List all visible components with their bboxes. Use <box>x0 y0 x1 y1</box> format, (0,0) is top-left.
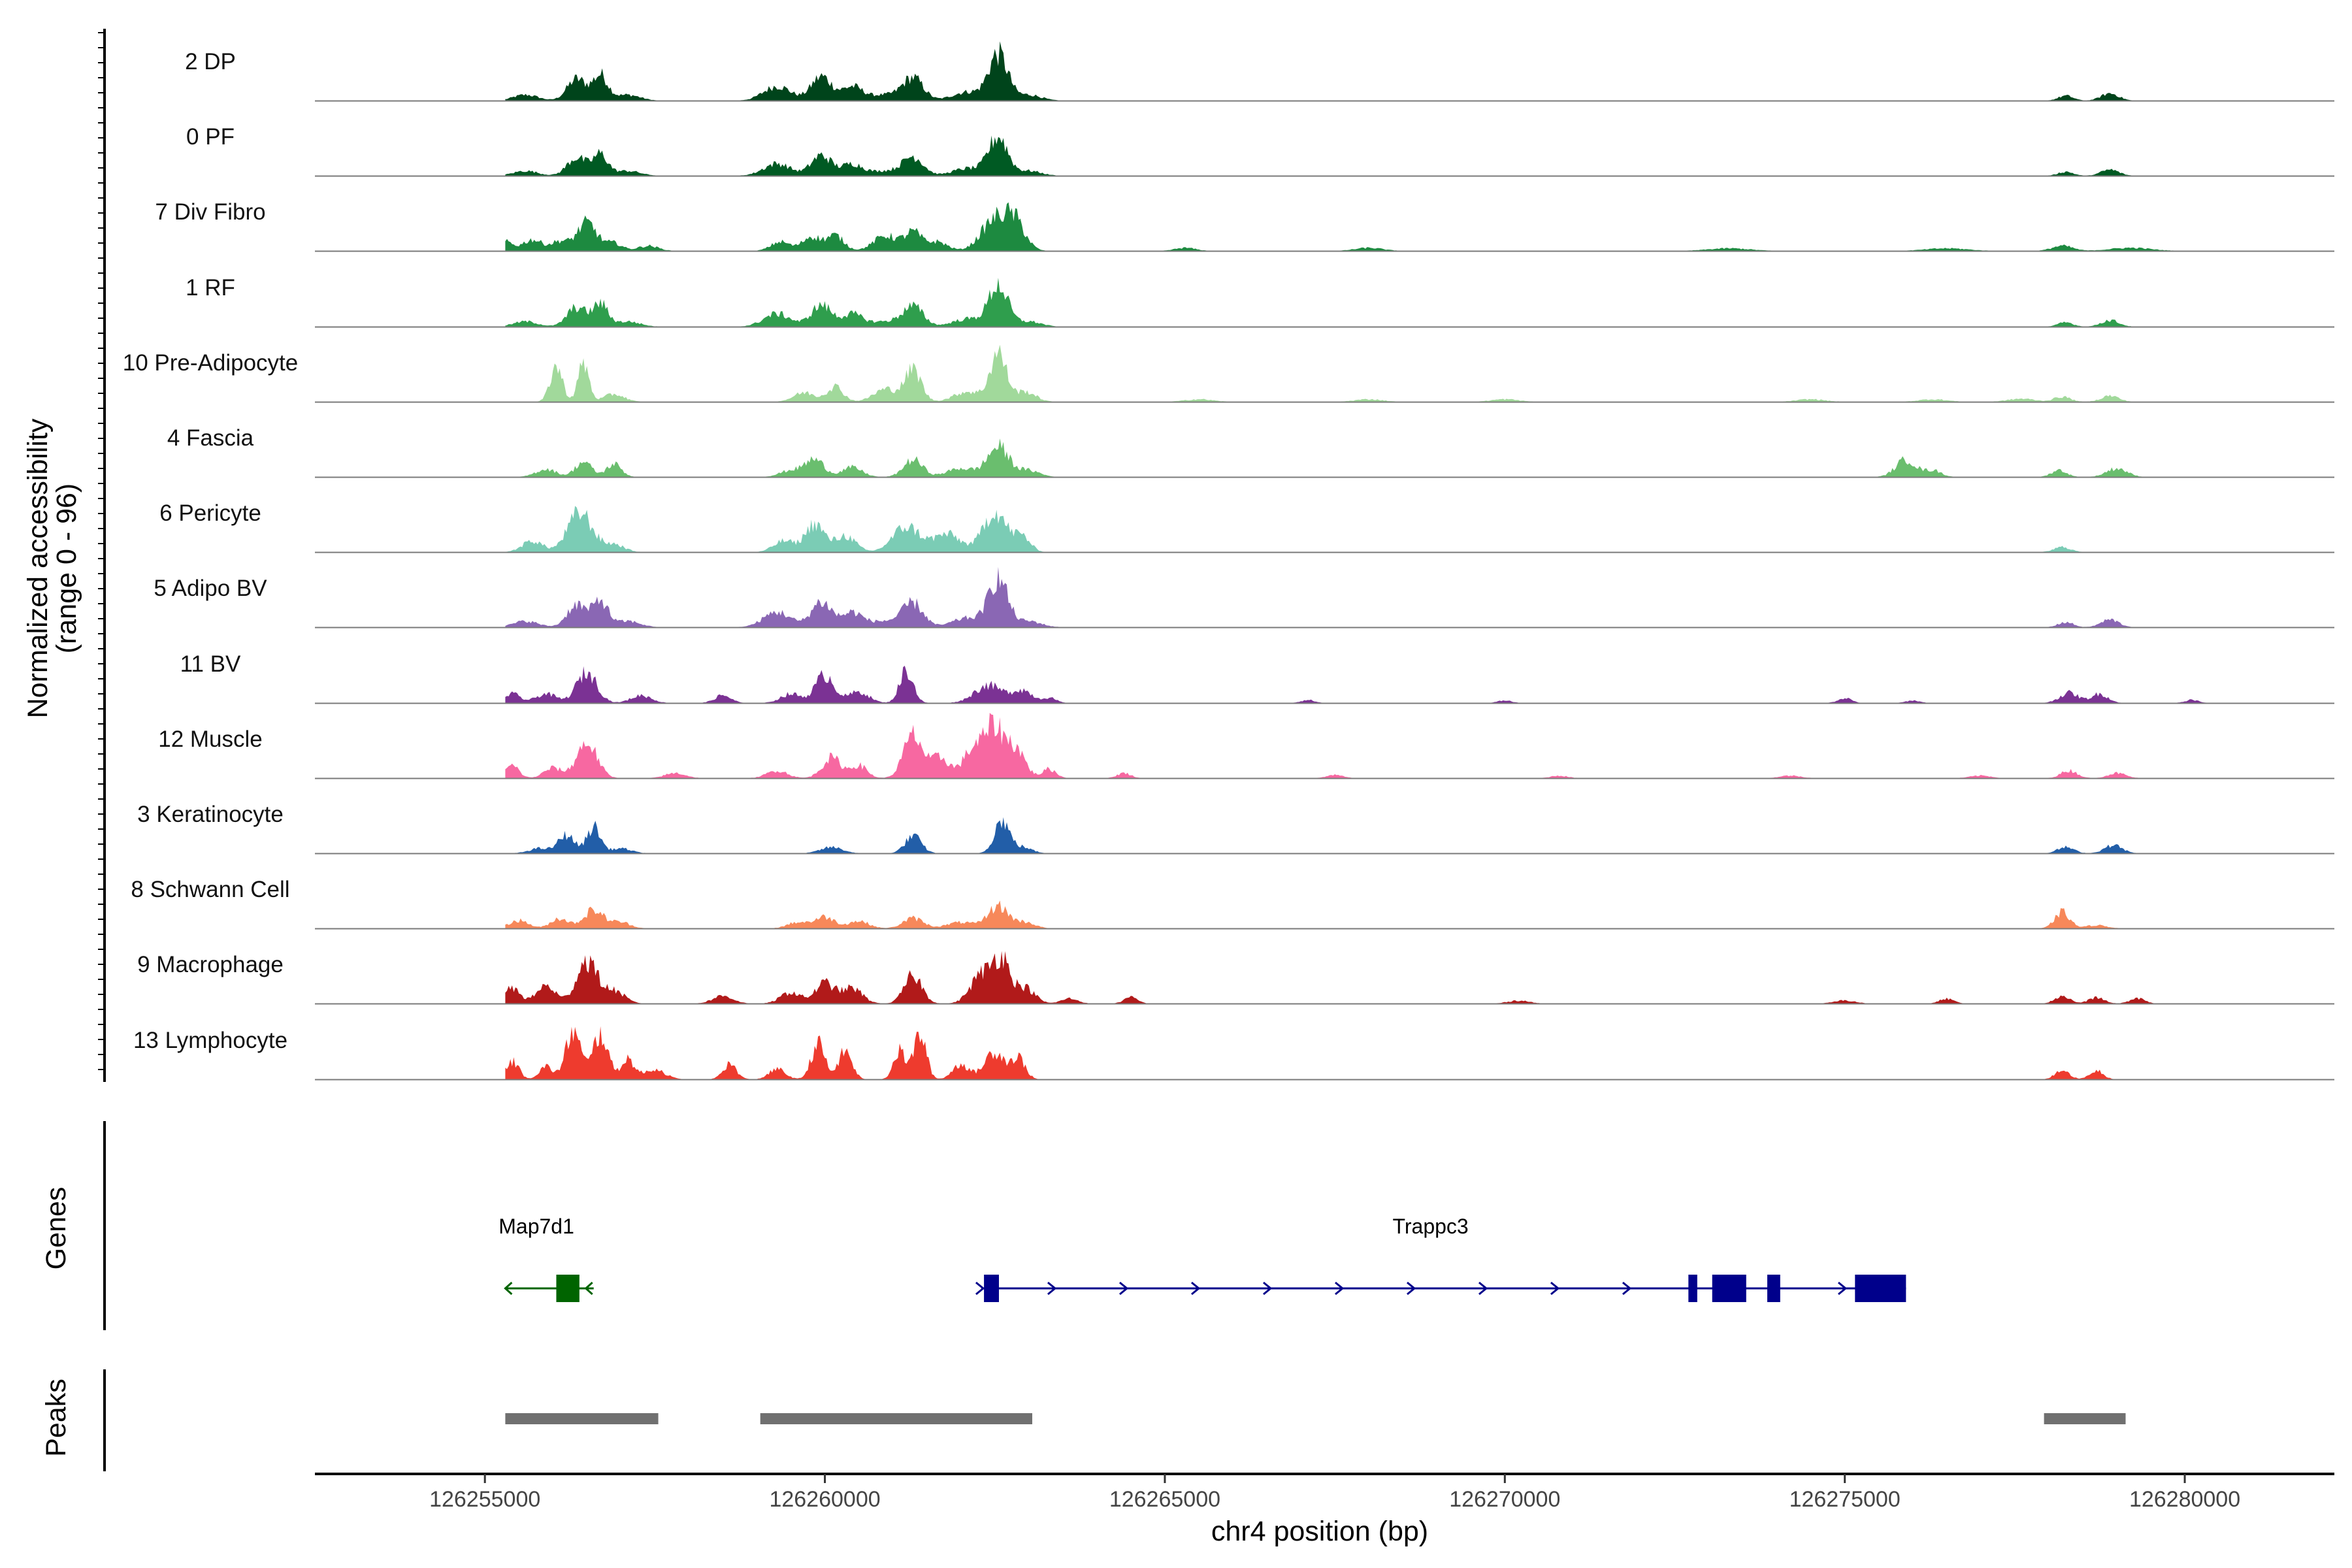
gene-label: Map7d1 <box>498 1215 574 1238</box>
track-4: 1 RF <box>186 275 2334 328</box>
strand-arrow <box>1334 1281 1345 1296</box>
track-label: 0 PF <box>186 124 235 150</box>
track-11: 3 Keratinocyte <box>137 802 2334 855</box>
accessibility-tracks: 2 DP 0 PF 7 Div Fibro 1 RF 10 Pre-Adipocyte 4… <box>98 29 2334 1082</box>
x-axis: chr4 position (bp) 126255000 126260000 126… <box>315 1473 2334 1547</box>
track-label: 5 Adipo BV <box>154 576 267 601</box>
track-label: 2 DP <box>185 49 236 74</box>
accessibility-area <box>505 817 2253 853</box>
x-tick-label: 126265000 <box>1109 1487 1220 1512</box>
track-label: 10 Pre-Adipocyte <box>123 350 298 376</box>
track-label: 3 Keratinocyte <box>137 802 284 827</box>
x-tick-label: 126275000 <box>1789 1487 1901 1512</box>
strand-arrow <box>1190 1281 1201 1296</box>
gene-trappc3: Trappc3 <box>975 1215 1906 1302</box>
exon <box>556 1275 580 1302</box>
track-1: 2 DP <box>185 41 2334 102</box>
accessibility-area <box>505 438 2253 477</box>
strand-arrow <box>1406 1281 1416 1296</box>
strand-arrow <box>1047 1281 1057 1296</box>
strand-arrow <box>1262 1281 1273 1296</box>
strand-arrow <box>975 1281 985 1296</box>
accessibility-area <box>505 135 2253 176</box>
track-8: 5 Adipo BV <box>154 566 2334 629</box>
strand-arrow <box>1550 1281 1560 1296</box>
track-label: 1 RF <box>186 275 235 301</box>
track-label: 7 Div Fibro <box>155 199 265 225</box>
track-7: 6 Pericyte <box>159 500 2334 553</box>
x-tick-label: 126270000 <box>1449 1487 1560 1512</box>
genes-track-label: Genes <box>41 1187 72 1270</box>
exon <box>984 1275 999 1302</box>
exon <box>1767 1275 1780 1302</box>
strand-arrow <box>1119 1281 1129 1296</box>
track-label: 13 Lymphocyte <box>133 1028 287 1053</box>
accessibility-area <box>505 202 2253 251</box>
accessibility-area <box>505 666 2253 703</box>
track-label: 4 Fascia <box>167 425 254 451</box>
y-axis-title: Normalized accessibility <box>22 418 54 718</box>
track-label: 12 Muscle <box>158 727 263 752</box>
strand-arrow <box>584 1281 593 1296</box>
peak-region <box>760 1413 1032 1424</box>
peaks-track: Peaks <box>41 1369 2126 1471</box>
strand-arrow <box>1478 1281 1488 1296</box>
accessibility-area <box>505 506 2253 552</box>
peak-region <box>505 1413 659 1424</box>
track-5: 10 Pre-Adipocyte <box>123 344 2334 403</box>
accessibility-area <box>505 41 2253 101</box>
track-12: 8 Schwann Cell <box>131 877 2334 930</box>
accessibility-area <box>505 278 2253 327</box>
x-tick-label: 126260000 <box>769 1487 880 1512</box>
accessibility-area <box>505 900 2253 928</box>
track-label: 6 Pericyte <box>159 500 261 526</box>
track-label: 9 Macrophage <box>137 952 284 977</box>
track-label: 8 Schwann Cell <box>131 877 289 902</box>
track-13: 9 Macrophage <box>137 951 2334 1005</box>
y-axis-range: (range 0 - 96) <box>51 483 82 654</box>
strand-arrow <box>504 1281 513 1296</box>
peaks-track-label: Peaks <box>41 1379 72 1457</box>
x-axis-title: chr4 position (bp) <box>1211 1516 1428 1547</box>
track-9: 11 BV <box>180 651 2334 704</box>
strand-arrow <box>1837 1281 1848 1296</box>
peak-region <box>2044 1413 2126 1424</box>
accessibility-area <box>505 1026 2253 1079</box>
exon <box>1712 1275 1746 1302</box>
track-label: 11 BV <box>180 651 241 677</box>
track-2: 0 PF <box>186 124 2334 177</box>
track-10: 12 Muscle <box>158 713 2334 779</box>
exon <box>1855 1275 1906 1302</box>
track-3: 7 Div Fibro <box>155 199 2334 252</box>
track-6: 4 Fascia <box>167 425 2334 478</box>
accessibility-area <box>505 566 2253 627</box>
genes-track: Genes Map7d1 Trappc3 <box>41 1121 1906 1330</box>
accessibility-area <box>505 713 2253 778</box>
gene-map7d1: Map7d1 <box>498 1215 594 1302</box>
gene-label: Trappc3 <box>1393 1215 1469 1238</box>
accessibility-area <box>505 951 2253 1004</box>
exon <box>1688 1275 1697 1302</box>
strand-arrow <box>1622 1281 1632 1296</box>
x-tick-label: 126280000 <box>2129 1487 2240 1512</box>
x-tick-label: 126255000 <box>429 1487 540 1512</box>
track-14: 13 Lymphocyte <box>133 1026 2334 1081</box>
accessibility-area <box>505 344 2253 402</box>
